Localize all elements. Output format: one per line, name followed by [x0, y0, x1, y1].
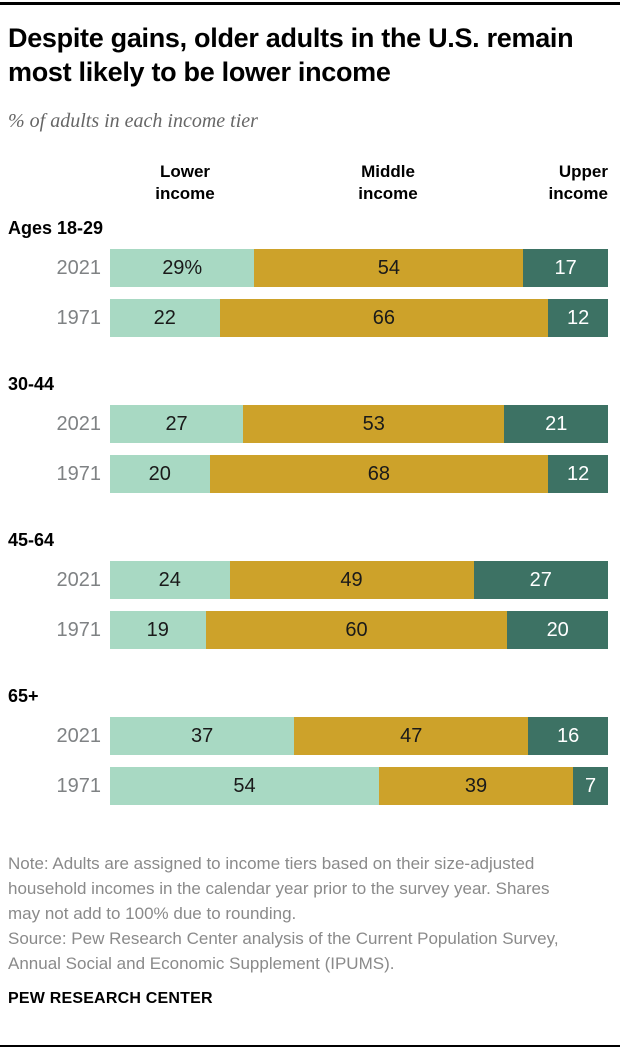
segment-lower-income: 37	[110, 717, 295, 755]
year-label: 1971	[56, 618, 102, 641]
bar-row: 1971 19 60 20	[8, 611, 608, 649]
segment-middle-income: 53	[243, 405, 505, 443]
stacked-bar: 19 60 20	[110, 611, 608, 649]
segment-upper-income: 12	[548, 455, 608, 493]
age-group-label: Ages 18-29	[8, 218, 104, 238]
stacked-bar: 54 39 7	[110, 767, 608, 805]
chart-subtitle: % of adults in each income tier	[8, 110, 258, 132]
column-header-lower-income: Lower income	[155, 162, 215, 203]
year-label: 1971	[56, 462, 102, 485]
column-header-middle-income: Middle income	[358, 162, 418, 203]
stacked-bar-chart: Lower income Middle income Upper income …	[8, 161, 609, 805]
segment-upper-income: 16	[528, 717, 609, 755]
segment-upper-income: 12	[548, 299, 609, 337]
segment-lower-income: 20	[110, 455, 210, 493]
age-group-30-44: 30-44 2021 27 53 21 1971 20 68 12	[8, 373, 608, 493]
bar-row: 2021 37 47 16	[8, 717, 609, 755]
bar-row: 2021 27 53 21	[8, 405, 608, 443]
year-label: 2021	[56, 256, 102, 279]
year-label: 1971	[56, 306, 102, 329]
content: Despite gains, older adults in the U.S. …	[0, 21, 620, 1008]
bar-row: 2021 24 49 27	[8, 561, 608, 599]
segment-middle-income: 68	[209, 455, 549, 493]
segment-middle-income: 39	[378, 767, 574, 805]
year-label: 2021	[56, 568, 102, 591]
segment-lower-income: 54	[110, 767, 379, 805]
segment-lower-income: 24	[110, 561, 230, 599]
segment-upper-income: 20	[507, 611, 608, 649]
stacked-bar: 37 47 16	[110, 717, 609, 755]
stacked-bar: 27 53 21	[110, 405, 608, 443]
source-text: Source: Pew Research Center analysis of …	[8, 929, 559, 973]
footnotes: Note: Adults are assigned to income tier…	[8, 851, 568, 976]
bar-row: 1971 20 68 12	[8, 455, 608, 493]
age-group-label: 30-44	[8, 374, 55, 394]
stacked-bar: 20 68 12	[110, 455, 608, 493]
segment-middle-income: 66	[219, 299, 549, 337]
page-title: Despite gains, older adults in the U.S. …	[8, 23, 574, 87]
bar-row: 2021 29% 54 17	[8, 249, 608, 287]
bottom-rule	[0, 1045, 620, 1047]
bar-row: 1971 54 39 7	[8, 767, 608, 805]
stacked-bar: 24 49 27	[110, 561, 608, 599]
segment-upper-income: 7	[573, 767, 608, 805]
column-headers: Lower income Middle income Upper income	[110, 161, 608, 207]
segment-upper-income: 17	[523, 249, 608, 287]
segment-lower-income: 27	[110, 405, 244, 443]
bar-row: 1971 22 66 12	[8, 299, 609, 337]
note-text: Note: Adults are assigned to income tier…	[8, 854, 550, 923]
segment-middle-income: 49	[229, 561, 474, 599]
column-header-upper-income: Upper income	[548, 162, 608, 203]
segment-lower-income: 19	[110, 611, 206, 649]
segment-lower-income: 29%	[110, 249, 255, 287]
stacked-bar: 22 66 12	[110, 299, 609, 337]
age-group-65-plus: 65+ 2021 37 47 16 1971 54 39 7	[8, 685, 609, 805]
year-label: 2021	[56, 724, 102, 747]
segment-middle-income: 54	[254, 249, 524, 287]
segment-upper-income: 27	[473, 561, 608, 599]
top-rule	[0, 2, 620, 5]
segment-lower-income: 22	[110, 299, 220, 337]
age-group-18-29: Ages 18-29 2021 29% 54 17 1971 22 66 12	[8, 217, 609, 337]
pew-research-center-wordmark: PEW RESEARCH CENTER	[8, 990, 213, 1007]
age-group-label: 45-64	[8, 530, 55, 550]
age-group-label: 65+	[8, 686, 39, 706]
age-group-45-64: 45-64 2021 24 49 27 1971 19 60 20	[8, 529, 608, 649]
year-label: 1971	[56, 774, 102, 797]
segment-middle-income: 60	[205, 611, 508, 649]
year-label: 2021	[56, 412, 102, 435]
segment-upper-income: 21	[504, 405, 608, 443]
stacked-bar: 29% 54 17	[110, 249, 608, 287]
segment-middle-income: 47	[294, 717, 529, 755]
